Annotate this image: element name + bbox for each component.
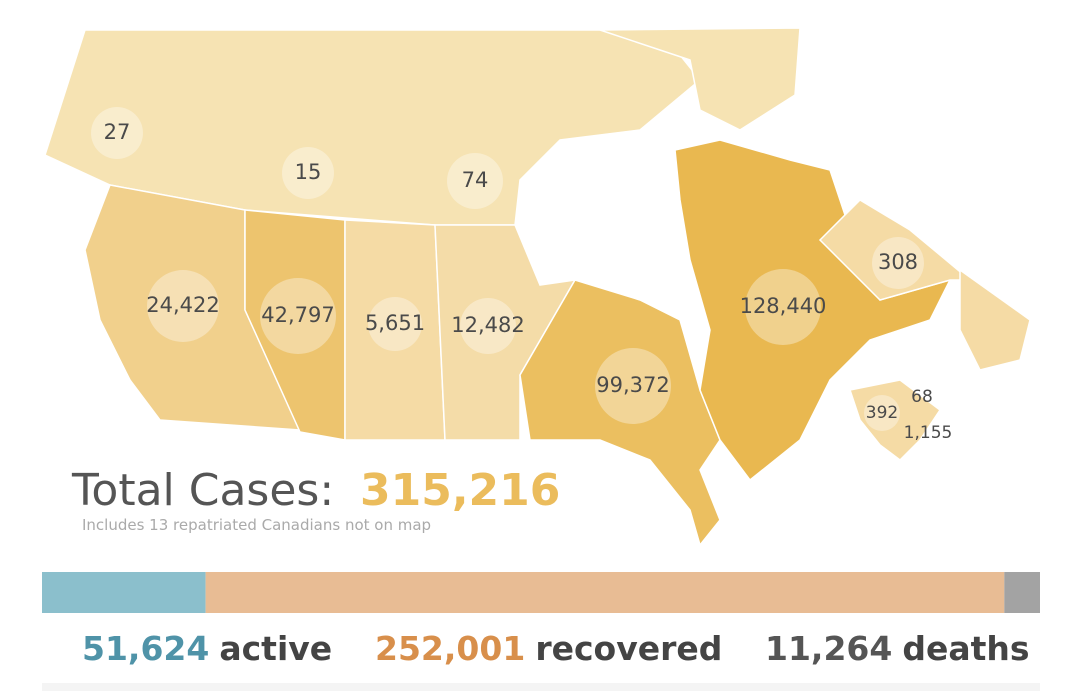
map-label: 24,422	[146, 293, 219, 317]
bubble	[368, 297, 422, 351]
bubble	[282, 147, 334, 199]
map-label: 392	[866, 403, 898, 423]
legend-entry: 11,264 deaths	[765, 629, 1030, 668]
map-label: 74	[462, 168, 489, 192]
bubble	[872, 237, 924, 289]
bubble	[447, 153, 503, 209]
value-label: 252,001	[375, 629, 525, 668]
map-label: 27	[104, 120, 131, 144]
divider	[42, 683, 1040, 691]
legend-name: recovered	[535, 629, 722, 668]
bubble	[147, 270, 219, 342]
bubbles	[91, 107, 924, 431]
bubble	[91, 107, 143, 159]
total-value: 315,216	[360, 465, 560, 516]
total-title: Total Cases:	[71, 465, 334, 516]
legend: 51,624 active 252,001 recovered 11,264 deaths	[82, 629, 1030, 668]
map-label: 68	[911, 387, 933, 407]
map-label: 42,797	[261, 303, 334, 327]
value-label: 11,264	[765, 629, 892, 668]
ontario	[519, 279, 721, 547]
map-label: 12,482	[451, 313, 524, 337]
bubble	[864, 395, 900, 431]
map-label: 128,440	[740, 294, 827, 318]
bubble	[460, 298, 516, 354]
newfoundland	[959, 268, 1031, 371]
legend-entry: 252,001 recovered	[375, 629, 722, 668]
value-label: 51,624	[82, 629, 209, 668]
map	[44, 27, 1031, 547]
bar-segment	[205, 572, 1005, 613]
legend-entry: 51,624 active	[82, 629, 332, 668]
arctic-islands	[599, 27, 801, 131]
quebec	[674, 139, 952, 482]
bubble	[260, 278, 336, 354]
map-label: 15	[295, 160, 322, 184]
total-note: Includes 13 repatriated Canadians not on…	[82, 516, 431, 534]
map-label: 1,155	[904, 423, 953, 443]
alberta	[244, 209, 346, 441]
maritimes	[849, 379, 942, 461]
map-label: 308	[878, 250, 918, 274]
map-label: 99,372	[596, 373, 669, 397]
legend-name: deaths	[902, 629, 1029, 668]
map-labels: 27 15 74 24,422 42,797 5,651 12,482 99,3…	[104, 120, 953, 443]
bar-segment	[42, 572, 206, 613]
bubble	[595, 348, 671, 424]
bar-segment	[1004, 572, 1040, 613]
stacked-bar	[42, 572, 1040, 613]
map-label: 5,651	[365, 311, 425, 335]
bubble	[745, 269, 821, 345]
legend-name: active	[219, 629, 332, 668]
